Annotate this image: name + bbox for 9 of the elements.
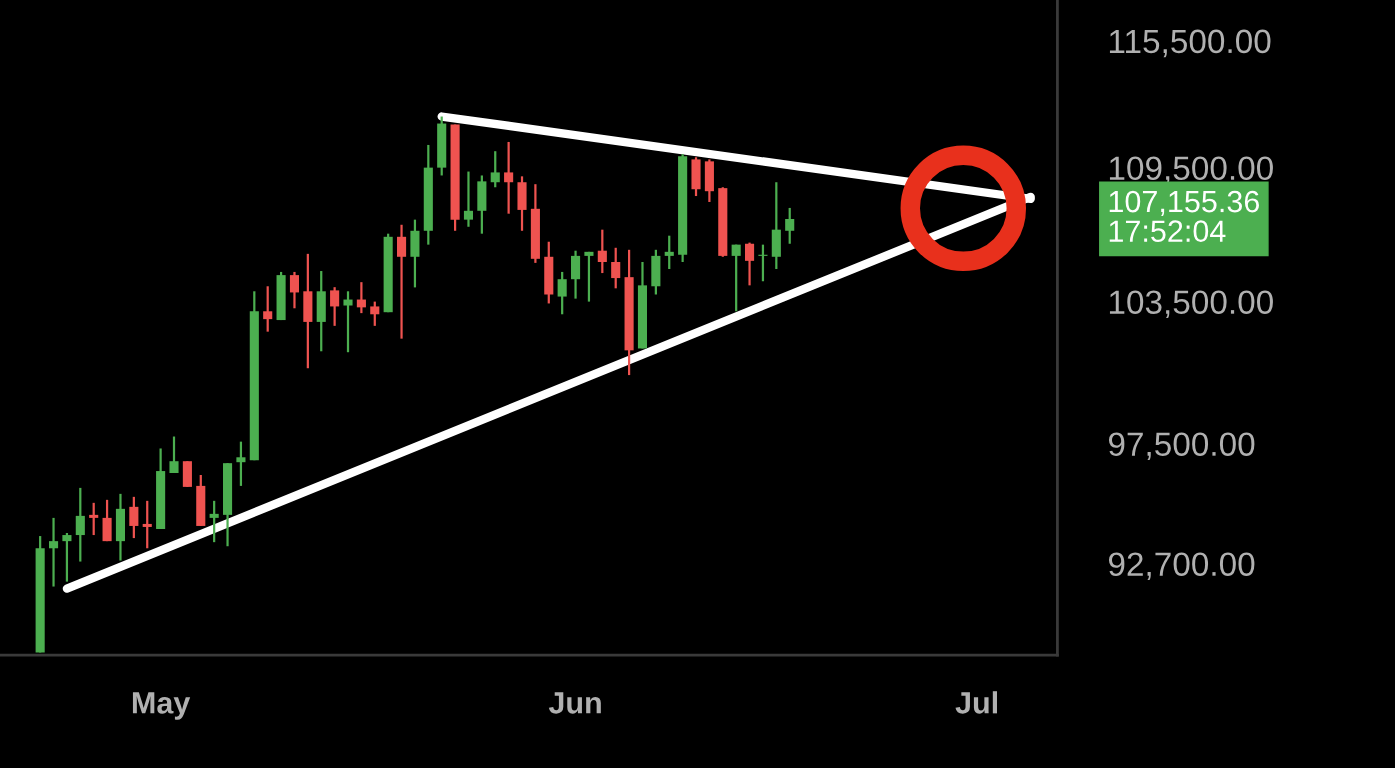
y-tick-label: 109,500.00	[1109, 156, 1273, 184]
y-tick-label: 92,700.00	[1108, 552, 1255, 580]
x-tick-label: Jul	[955, 691, 998, 714]
y-tick-label: 103,500.00	[1109, 290, 1273, 318]
x-tick-label: May	[132, 692, 191, 720]
x-tick-label: Jun	[548, 692, 601, 714]
y-tick-label: 97,500.00	[1108, 432, 1255, 460]
text: 107,155.36 17:52:04	[1109, 190, 1259, 242]
y-tick-label: 115,500.00	[1109, 29, 1271, 58]
